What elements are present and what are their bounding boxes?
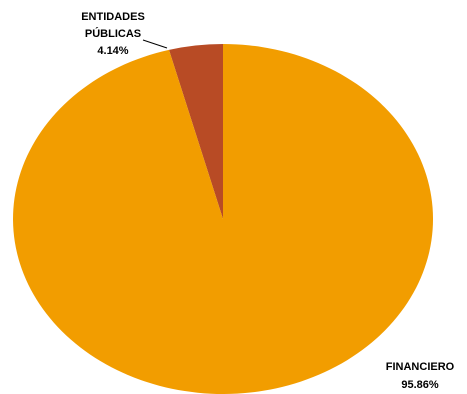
pie-slice-entidades-publicas [168,44,223,219]
slice-label-entidades-publicas-line1: ENTIDADES [81,11,145,23]
pie-slice-financiero [13,44,434,394]
slice-label-financiero: FINANCIERO [386,361,455,373]
slice-label-entidades-publicas-line2: PÚBLICAS [85,27,141,40]
slice-value-entidades-publicas: 4.14% [97,45,128,57]
leader-line-entidades-publicas [142,39,168,49]
slice-value-financiero: 95.86% [401,379,439,391]
pie-slices [13,44,434,394]
